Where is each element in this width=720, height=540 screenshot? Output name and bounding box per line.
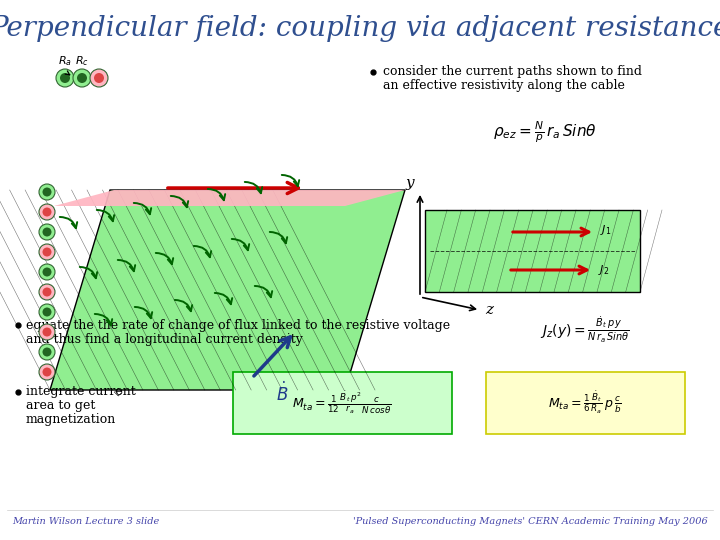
Polygon shape — [54, 190, 405, 206]
Text: Martin Wilson Lecture 3 slide: Martin Wilson Lecture 3 slide — [12, 517, 159, 526]
Circle shape — [39, 344, 55, 360]
Circle shape — [73, 69, 91, 87]
Text: z: z — [485, 303, 493, 317]
FancyBboxPatch shape — [425, 210, 640, 292]
Circle shape — [60, 73, 70, 83]
Circle shape — [90, 69, 108, 87]
Circle shape — [42, 287, 52, 296]
Text: $J_1$: $J_1$ — [600, 223, 611, 237]
Text: $\rho_{ez} = \frac{N}{p}\, r_a \, Sin\theta$: $\rho_{ez} = \frac{N}{p}\, r_a \, Sin\th… — [493, 119, 597, 145]
Text: magnetization: magnetization — [26, 414, 116, 427]
Text: Perpendicular field: coupling via adjacent resistance: Perpendicular field: coupling via adjace… — [0, 15, 720, 42]
Circle shape — [42, 368, 52, 376]
Text: $M_{ta} = \frac{1}{12}\frac{\dot{B}_t\, p^2}{r_a}\frac{c}{N\, cos\theta}$: $M_{ta} = \frac{1}{12}\frac{\dot{B}_t\, … — [292, 389, 392, 416]
Circle shape — [42, 267, 52, 276]
Text: equate the the rate of change of flux linked to the resistive voltage: equate the the rate of change of flux li… — [26, 319, 450, 332]
Circle shape — [39, 244, 55, 260]
Circle shape — [39, 364, 55, 380]
Text: consider the current paths shown to find: consider the current paths shown to find — [383, 65, 642, 78]
Circle shape — [39, 204, 55, 220]
Circle shape — [39, 224, 55, 240]
Text: $R_a$: $R_a$ — [58, 54, 72, 68]
Text: $J_2$: $J_2$ — [598, 263, 609, 277]
Text: ◇: ◇ — [114, 387, 122, 397]
Polygon shape — [50, 190, 405, 390]
Circle shape — [56, 69, 74, 87]
Text: $J_z(y) = \frac{\dot{B}_t\, p\, y}{N\, r_a\, Sin\theta}$: $J_z(y) = \frac{\dot{B}_t\, p\, y}{N\, r… — [540, 315, 630, 345]
Circle shape — [77, 73, 87, 83]
Text: $R_c$: $R_c$ — [75, 54, 89, 68]
Circle shape — [39, 304, 55, 320]
Circle shape — [39, 184, 55, 200]
Circle shape — [42, 307, 52, 316]
Circle shape — [94, 73, 104, 83]
FancyBboxPatch shape — [486, 372, 685, 434]
Circle shape — [39, 264, 55, 280]
Circle shape — [42, 327, 52, 336]
FancyBboxPatch shape — [233, 372, 452, 434]
Text: integrate current: integrate current — [26, 386, 136, 399]
Text: area to get: area to get — [26, 400, 95, 413]
Circle shape — [42, 187, 52, 197]
Circle shape — [39, 284, 55, 300]
Text: an effective resistivity along the cable: an effective resistivity along the cable — [383, 79, 625, 92]
Text: $\dot{B}$: $\dot{B}$ — [276, 382, 288, 405]
Text: and thus find a longitudinal current density: and thus find a longitudinal current den… — [26, 333, 303, 346]
Circle shape — [42, 227, 52, 237]
Circle shape — [42, 207, 52, 217]
Text: y: y — [405, 176, 414, 190]
Text: 'Pulsed Superconducting Magnets' CERN Academic Training May 2006: 'Pulsed Superconducting Magnets' CERN Ac… — [354, 517, 708, 526]
Circle shape — [39, 324, 55, 340]
Text: $M_{ta} = \frac{1}{6}\frac{\dot{B}_t}{R_a}\, p\, \frac{c}{b}$: $M_{ta} = \frac{1}{6}\frac{\dot{B}_t}{R_… — [548, 389, 622, 416]
Circle shape — [42, 247, 52, 256]
Circle shape — [42, 348, 52, 356]
